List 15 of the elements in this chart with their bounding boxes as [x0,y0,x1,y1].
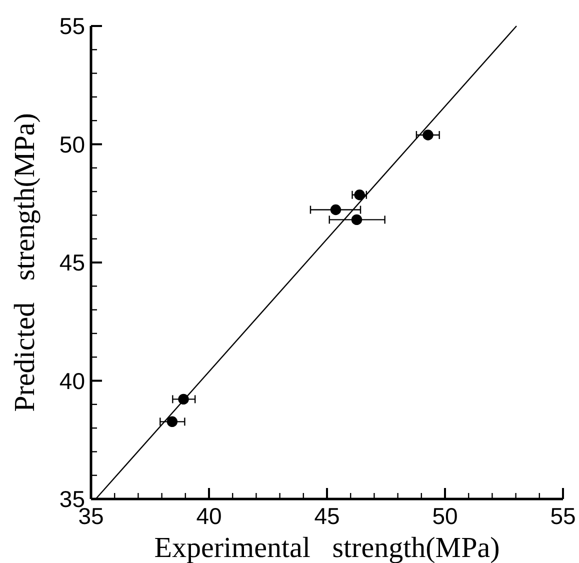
y-tick-label: 40 [59,368,85,394]
point [422,130,434,140]
y-axis-title: Predicted strength(MPa) [9,113,41,412]
point [166,416,178,428]
point [330,204,342,216]
point [354,190,365,200]
x-axis-title: Experimental strength(MPa) [154,532,500,563]
x-tick-label: 50 [432,503,458,529]
point [351,214,362,226]
x-tick-label: 40 [196,503,222,529]
x-tick-label: 55 [550,503,576,529]
y-tick-label: 45 [59,250,85,276]
x-tick-label: 45 [314,503,340,529]
y-tick-label: 55 [59,13,85,39]
y-tick-label: 50 [59,131,85,158]
